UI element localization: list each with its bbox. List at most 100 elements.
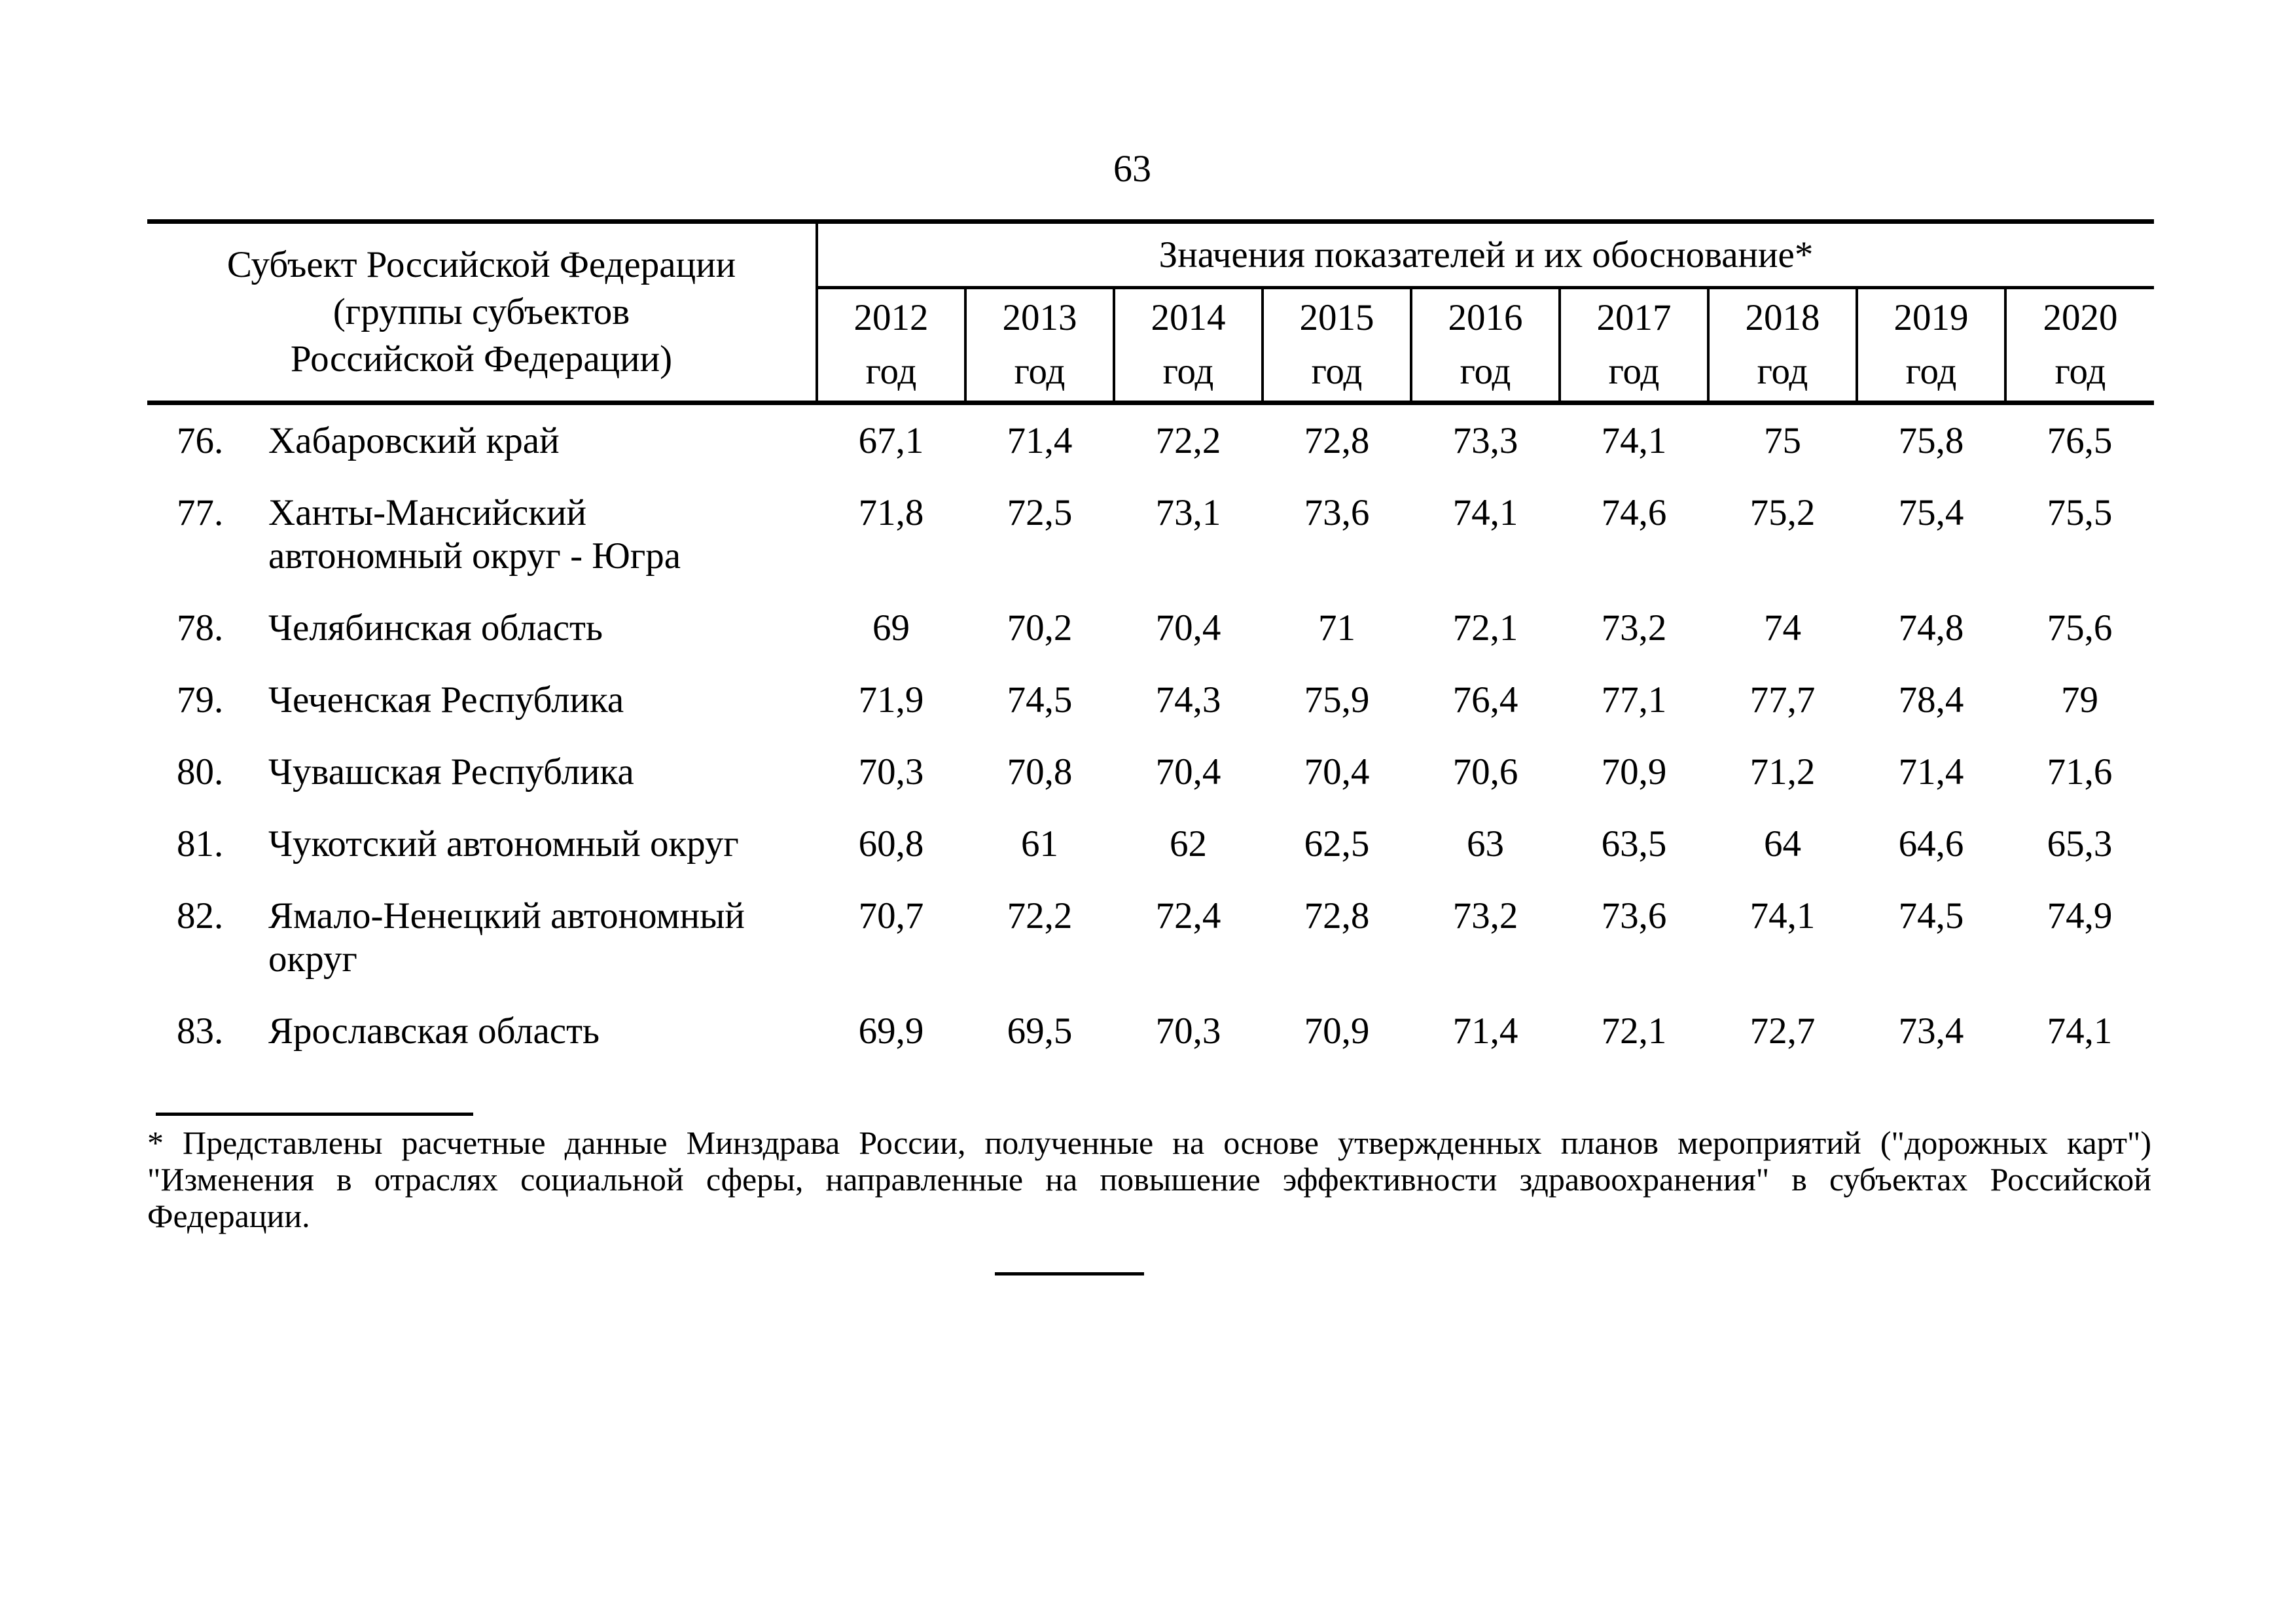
year-label: 2020	[2043, 297, 2118, 338]
year-column-header: 2012 год	[817, 287, 967, 405]
footnote: * Представлены расчетные данные Минздрав…	[147, 1124, 2151, 1234]
value-cell: 72,4	[1155, 895, 1221, 936]
value-cell: 75,8	[1898, 420, 1964, 461]
indicators-table: Субъект Российской Федерации (группы суб…	[147, 219, 2155, 1067]
value-cell: 71,2	[1749, 751, 1816, 793]
end-of-document-line	[995, 1272, 1144, 1275]
region-name-cell: Чувашская Республика	[268, 751, 634, 793]
row-number-cell: 82.	[177, 895, 224, 936]
value-cell: 64	[1764, 823, 1801, 865]
value-cell: 69	[872, 607, 910, 649]
value-cell: 70,3	[1155, 1010, 1221, 1052]
row-number-cell: 78.	[177, 607, 224, 649]
year-unit: год	[1608, 351, 1660, 392]
header-row-top: Субъект Российской Федерации (группы суб…	[147, 219, 2155, 405]
value-cell: 70,4	[1155, 751, 1221, 793]
value-cell: 64,6	[1898, 823, 1964, 865]
value-cell: 73,4	[1898, 1010, 1964, 1052]
footnote-line: Федерации.	[147, 1198, 310, 1234]
value-cell: 62,5	[1304, 823, 1370, 865]
region-name-cell: Чукотский автономный округ	[268, 823, 739, 865]
value-cell: 74	[1764, 607, 1801, 649]
value-cell: 61	[1021, 823, 1058, 865]
year-unit: год	[1460, 351, 1511, 392]
value-cell: 71,8	[858, 492, 924, 533]
year-unit: год	[1162, 351, 1214, 392]
footnote-line: "Изменения в отраслях социальной сферы, …	[147, 1161, 2151, 1198]
value-cell: 70,7	[858, 895, 924, 936]
value-cell: 74,1	[1452, 492, 1518, 533]
value-cell: 70,4	[1304, 751, 1370, 793]
year-label: 2018	[1745, 297, 1820, 338]
year-label: 2013	[1002, 297, 1077, 338]
value-cell: 72,5	[1007, 492, 1073, 533]
value-cell: 72,8	[1304, 895, 1370, 936]
row-number-cell: 76.	[177, 420, 224, 461]
value-cell: 76,5	[2047, 420, 2113, 461]
value-cell: 69,9	[858, 1010, 924, 1052]
region-name-cell: Ямало-Ненецкий автономный округ	[268, 895, 745, 980]
value-cell: 72,8	[1304, 420, 1370, 461]
table-row: 78. Челябинская область 69 70,2 70,4 71 …	[147, 592, 2154, 664]
value-cell: 74,3	[1155, 679, 1221, 721]
table-row: 79. Чеченская Республика 71,9 74,5 74,3 …	[147, 664, 2154, 736]
value-cell: 75,2	[1749, 492, 1816, 533]
value-cell: 72,2	[1155, 420, 1221, 461]
region-name-cell: Чеченская Республика	[268, 679, 624, 721]
region-name-cell: Хабаровский край	[268, 420, 560, 461]
value-cell: 70,6	[1452, 751, 1518, 793]
value-cell: 69,5	[1007, 1010, 1073, 1052]
value-cell: 74,1	[1601, 420, 1667, 461]
year-column-header: 2015 год	[1263, 287, 1412, 405]
value-cell: 74,5	[1007, 679, 1073, 721]
value-cell: 73,2	[1601, 607, 1667, 649]
value-cell: 65,3	[2047, 823, 2113, 865]
value-cell: 73,2	[1452, 895, 1518, 936]
value-cell: 71,9	[858, 679, 924, 721]
value-cell: 70,3	[858, 751, 924, 793]
year-label: 2012	[853, 297, 929, 338]
value-cell: 74,6	[1601, 492, 1667, 533]
value-cell: 76,4	[1452, 679, 1518, 721]
table-row: 76. Хабаровский край 67,1 71,4 72,2 72,8…	[147, 403, 2154, 478]
region-name-cell: Ханты-Мансийский автономный округ - Югра	[268, 492, 681, 577]
value-cell: 73,1	[1155, 492, 1221, 533]
value-cell: 75,6	[2047, 607, 2113, 649]
year-column-header: 2019 год	[1857, 287, 2007, 405]
row-number-cell: 81.	[177, 823, 224, 865]
year-unit: год	[1014, 351, 1066, 392]
value-cell: 75,4	[1898, 492, 1964, 533]
value-cell: 79	[2061, 679, 2099, 721]
year-label: 2015	[1299, 297, 1374, 338]
value-cell: 75,5	[2047, 492, 2113, 533]
value-cell: 72,1	[1452, 607, 1518, 649]
value-cell: 74,8	[1898, 607, 1964, 649]
row-number-cell: 83.	[177, 1010, 224, 1052]
value-cell: 71,4	[1452, 1010, 1518, 1052]
value-cell: 71,4	[1898, 751, 1964, 793]
row-number-cell: 79.	[177, 679, 224, 721]
header-row-years: 2012 год 2013 год 2014 год 2015 год 2016 год …	[147, 287, 2155, 405]
year-unit: год	[865, 351, 917, 392]
value-cell: 74,1	[1749, 895, 1816, 936]
value-cell: 78,4	[1898, 679, 1964, 721]
value-cell: 71,4	[1007, 420, 1073, 461]
year-column-header: 2018 год	[1708, 287, 1858, 405]
table-row: 81. Чукотский автономный округ 60,8 61 6…	[147, 808, 2154, 880]
year-label: 2017	[1596, 297, 1672, 338]
row-number-cell: 80.	[177, 751, 224, 793]
year-label: 2014	[1151, 297, 1226, 338]
table-row: 80. Чувашская Республика 70,3 70,8 70,4 …	[147, 736, 2154, 808]
value-cell: 72,7	[1749, 1010, 1816, 1052]
value-cell: 75	[1764, 420, 1801, 461]
year-unit: год	[2054, 351, 2106, 392]
value-cell: 71	[1318, 607, 1355, 649]
year-label: 2019	[1893, 297, 1969, 338]
value-cell: 70,4	[1155, 607, 1221, 649]
year-unit: год	[1311, 351, 1363, 392]
footnote-separator-line	[156, 1113, 473, 1116]
value-cell: 77,1	[1601, 679, 1667, 721]
value-cell: 71,6	[2047, 751, 2113, 793]
value-cell: 77,7	[1749, 679, 1816, 721]
